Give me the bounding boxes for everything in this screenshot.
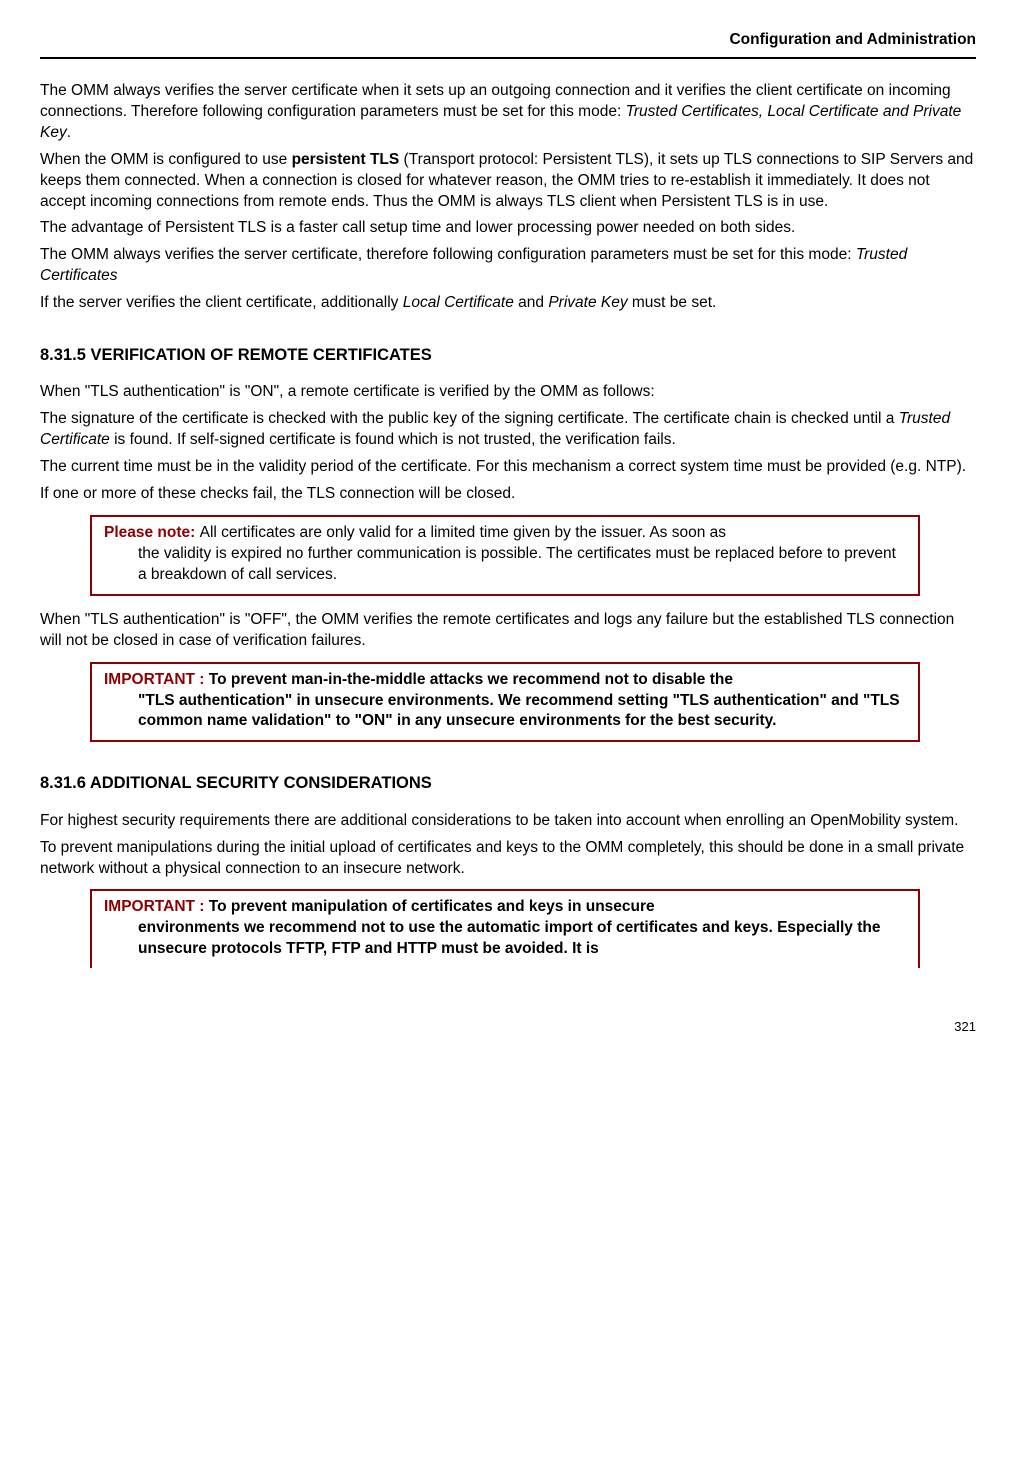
s8315-p5: When "TLS authentication" is "OFF", the … [40,610,976,652]
please-note-first: All certificates are only valid for a li… [200,524,726,541]
intro-p3: The advantage of Persistent TLS is a fas… [40,218,976,239]
important-label-2: IMPORTANT : [104,898,209,915]
intro-p5e: must be set. [628,294,717,311]
important-first-2: To prevent manipulation of certificates … [209,898,655,915]
s8315-p2c: is found. If self-signed certificate is … [110,431,676,448]
s8315-p1: When "TLS authentication" is "ON", a rem… [40,382,976,403]
intro-p5a: If the server verifies the client certif… [40,294,403,311]
intro-p5: If the server verifies the client certif… [40,293,976,314]
please-note-body: the validity is expired no further commu… [104,544,908,586]
intro-p5d: Private Key [548,294,627,311]
s8315-p3: The current time must be in the validity… [40,457,976,478]
intro-p2b: persistent TLS [292,151,400,168]
s8316-p1: For highest security requirements there … [40,811,976,832]
important-first-1: To prevent man-in-the-middle attacks we … [209,671,733,688]
intro-p1: The OMM always verifies the server certi… [40,81,976,144]
intro-p1c: . [67,124,71,141]
intro-p2: When the OMM is configured to use persis… [40,150,976,213]
heading-8315: 8.31.5 VERIFICATION OF REMOTE CERTIFICAT… [40,344,976,366]
header-title: Configuration and Administration [40,30,976,51]
s8315-p4: If one or more of these checks fail, the… [40,484,976,505]
important-box-2: IMPORTANT : To prevent manipulation of c… [90,889,920,968]
s8316-p2: To prevent manipulations during the init… [40,838,976,880]
important-label-1: IMPORTANT : [104,671,209,688]
important-box-1: IMPORTANT : To prevent man-in-the-middle… [90,662,920,743]
s8315-p2: The signature of the certificate is chec… [40,409,976,451]
important-body-1: "TLS authentication" in unsecure environ… [104,691,908,733]
header-rule [40,57,976,59]
page-number: 321 [40,1018,976,1036]
intro-p2a: When the OMM is configured to use [40,151,292,168]
heading-8316: 8.31.6 ADDITIONAL SECURITY CONSIDERATION… [40,772,976,794]
please-note-box: Please note: All certificates are only v… [90,515,920,596]
intro-p5b: Local Certificate [403,294,514,311]
s8315-p2a: The signature of the certificate is chec… [40,410,899,427]
please-note-label: Please note: [104,524,200,541]
important-body-2: environments we recommend not to use the… [104,918,908,960]
intro-p5c: and [514,294,548,311]
intro-p4a: The OMM always verifies the server certi… [40,246,856,263]
intro-p4: The OMM always verifies the server certi… [40,245,976,287]
